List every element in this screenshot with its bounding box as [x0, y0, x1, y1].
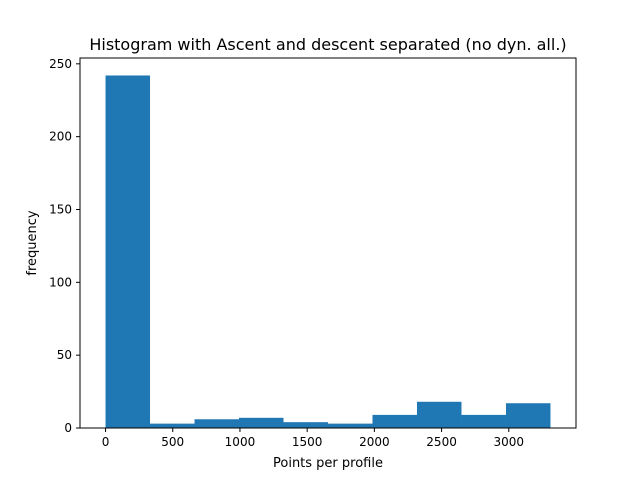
y-tick-label: 250 — [49, 57, 72, 71]
y-tick-label: 100 — [49, 275, 72, 289]
plot-frame — [79, 57, 577, 429]
y-axis: 0 50 100 150 200 250 — [49, 57, 80, 435]
histogram-bar — [239, 417, 284, 428]
histogram-bar — [150, 423, 195, 428]
y-tick-label: 150 — [49, 202, 72, 216]
x-tick-label: 500 — [161, 435, 184, 449]
x-tick-label: 2500 — [426, 435, 457, 449]
histogram-bar — [328, 423, 373, 428]
x-tick-label: 0 — [102, 435, 110, 449]
y-tick-label: 50 — [57, 348, 72, 362]
y-axis-label: frequency — [25, 210, 40, 276]
histogram-bar — [283, 422, 328, 428]
histogram-bar — [505, 403, 551, 428]
x-tick-label: 2000 — [359, 435, 390, 449]
x-tick-label: 1500 — [292, 435, 323, 449]
y-tick-label: 200 — [49, 130, 72, 144]
histogram-bar — [105, 75, 151, 428]
histogram-bar — [372, 414, 417, 428]
y-tick-label: 0 — [64, 421, 72, 435]
x-axis-label: Points per profile — [273, 456, 383, 471]
histogram-bar — [194, 419, 240, 428]
histogram-bar — [416, 401, 462, 428]
chart-title: Histogram with Ascent and descent separa… — [89, 35, 566, 54]
histogram-bar — [461, 414, 506, 428]
bars-group — [105, 75, 551, 428]
x-tick-label: 1000 — [225, 435, 256, 449]
x-tick-label: 3000 — [494, 435, 525, 449]
x-axis: 0 500 1000 1500 2000 2500 3000 — [102, 428, 524, 449]
